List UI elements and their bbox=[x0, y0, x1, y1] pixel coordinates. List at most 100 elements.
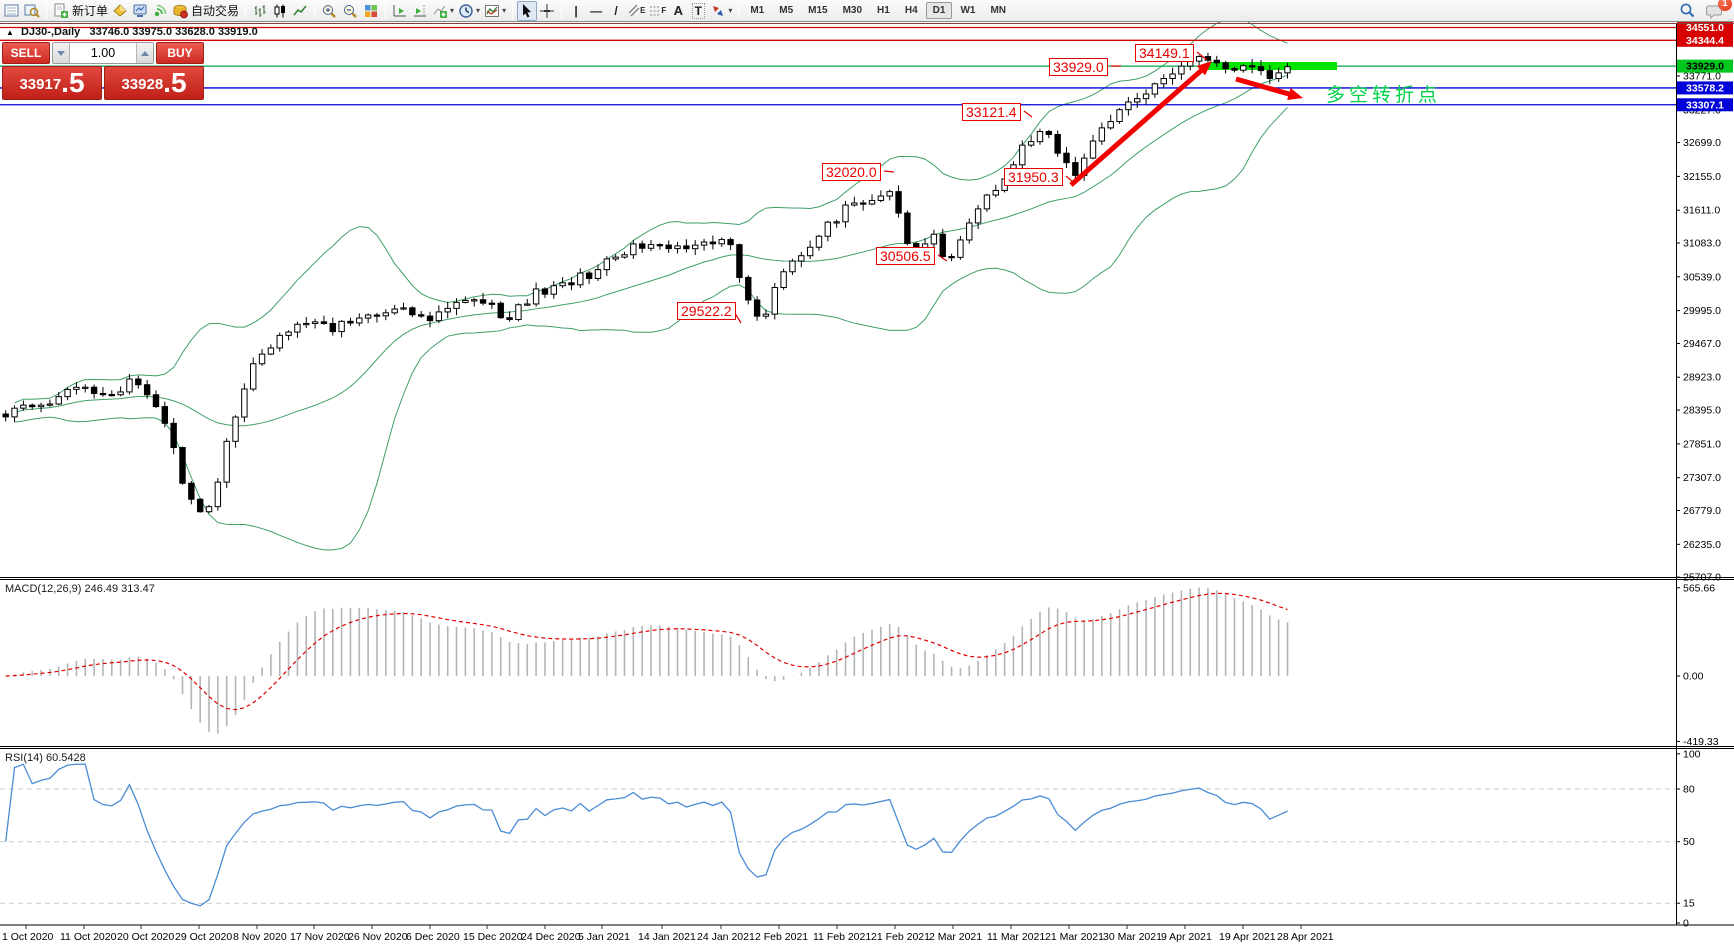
candlestick-chart-icon[interactable] bbox=[270, 1, 290, 21]
one-click-trade-panel: SELL 1.00 BUY 33917 .5 33928 .5 bbox=[2, 42, 204, 100]
svg-text:20 Oct 2020: 20 Oct 2020 bbox=[117, 931, 174, 943]
svg-text:1 Oct 2020: 1 Oct 2020 bbox=[2, 931, 54, 943]
bar-chart-icon[interactable] bbox=[250, 1, 270, 21]
svg-text:27307.0: 27307.0 bbox=[1683, 472, 1721, 484]
volume-stepper[interactable]: 1.00 bbox=[52, 42, 154, 64]
timeframe-M1[interactable]: M1 bbox=[750, 5, 765, 16]
toolbar-separator bbox=[561, 2, 563, 19]
svg-text:30 Mar 2021: 30 Mar 2021 bbox=[1103, 931, 1162, 943]
new-order-button[interactable]: 新订单 bbox=[51, 1, 110, 21]
price-annotation[interactable]: 29522.2 bbox=[677, 302, 736, 320]
buy-price-button[interactable]: 33928 .5 bbox=[104, 66, 204, 100]
toolbar-separator bbox=[46, 2, 47, 19]
price-annotation[interactable]: 30506.5 bbox=[876, 247, 935, 265]
timeframe-W1[interactable]: W1 bbox=[960, 5, 976, 16]
buy-button[interactable]: BUY bbox=[156, 42, 204, 64]
svg-text:15: 15 bbox=[1683, 898, 1695, 910]
price-annotation[interactable]: 31950.3 bbox=[1004, 168, 1063, 186]
auto-scroll-icon[interactable] bbox=[390, 1, 410, 21]
cursor-tool[interactable] bbox=[517, 0, 538, 21]
svg-text:14 Jan 2021: 14 Jan 2021 bbox=[638, 931, 696, 943]
chart-symbol-period: DJ30-,Daily bbox=[20, 26, 81, 38]
timeframe-H1[interactable]: H1 bbox=[877, 5, 890, 16]
timeframe-H4[interactable]: H4 bbox=[904, 5, 918, 16]
timeframe-M5[interactable]: M5 bbox=[779, 5, 794, 16]
price-annotation[interactable]: 32020.0 bbox=[822, 163, 881, 181]
notifications-icon[interactable]: 1 bbox=[1704, 0, 1732, 21]
notification-count-badge: 1 bbox=[1718, 0, 1732, 11]
buy-price: 33928 bbox=[121, 76, 164, 93]
svg-text:31083.0: 31083.0 bbox=[1683, 238, 1721, 250]
indicators-icon[interactable]: ▾ bbox=[430, 1, 456, 21]
fibonacci-tool[interactable]: F bbox=[650, 6, 667, 16]
autotrade-label: 自动交易 bbox=[191, 4, 240, 18]
svg-text:34344.4: 34344.4 bbox=[1686, 35, 1724, 47]
volume-up-button[interactable] bbox=[136, 43, 153, 63]
toolbar-separator bbox=[245, 2, 247, 19]
channel-tool[interactable]: E bbox=[626, 1, 647, 21]
toolbar-separator bbox=[314, 2, 316, 19]
tile-windows-icon[interactable] bbox=[361, 1, 381, 21]
chevron-down-icon: ▾ bbox=[450, 6, 455, 15]
price-annotation[interactable]: 33929.0 bbox=[1049, 58, 1108, 76]
svg-text:0: 0 bbox=[1683, 918, 1689, 930]
trendline-tool[interactable]: / bbox=[614, 3, 618, 18]
price-annotation[interactable]: 34149.1 bbox=[1135, 44, 1194, 62]
toolbar-right: 1 bbox=[1677, 0, 1732, 21]
svg-text:33578.2: 33578.2 bbox=[1686, 82, 1724, 94]
price-annotation[interactable]: 33121.4 bbox=[962, 103, 1021, 121]
chart-ohlc-values: 33746.0 33975.0 33628.0 33919.0 bbox=[89, 26, 258, 38]
svg-text:29995.0: 29995.0 bbox=[1683, 305, 1721, 317]
svg-text:33307.1: 33307.1 bbox=[1686, 99, 1724, 111]
timeframe-M15[interactable]: M15 bbox=[808, 5, 828, 16]
svg-text:80: 80 bbox=[1683, 783, 1695, 795]
timeframe-MN[interactable]: MN bbox=[990, 5, 1006, 16]
chevron-down-icon: ▾ bbox=[728, 6, 733, 15]
autotrade-button[interactable]: 自动交易 bbox=[170, 1, 241, 21]
terminal-icon[interactable] bbox=[130, 1, 150, 21]
timeframe-D1[interactable]: D1 bbox=[925, 2, 953, 19]
periods-icon[interactable]: ▾ bbox=[456, 1, 482, 21]
metaeditor-icon[interactable] bbox=[110, 1, 130, 21]
chart-shift-icon[interactable] bbox=[410, 1, 430, 21]
svg-text:50: 50 bbox=[1683, 836, 1695, 848]
svg-text:32699.0: 32699.0 bbox=[1683, 137, 1721, 149]
svg-text:19 Apr 2021: 19 Apr 2021 bbox=[1219, 931, 1276, 943]
volume-value[interactable]: 1.00 bbox=[90, 46, 116, 60]
arrows-tool[interactable]: ▾ bbox=[708, 1, 734, 21]
templates-icon[interactable]: ▾ bbox=[482, 1, 508, 21]
timeframe-M30[interactable]: M30 bbox=[842, 5, 863, 16]
svg-text:25707.0: 25707.0 bbox=[1683, 572, 1721, 584]
svg-text:28 Apr 2021: 28 Apr 2021 bbox=[1277, 931, 1334, 943]
volume-down-button[interactable] bbox=[53, 43, 70, 63]
triangle-down-icon bbox=[57, 50, 65, 56]
new-order-label: 新订单 bbox=[72, 4, 109, 18]
text-label-tool[interactable]: T bbox=[688, 1, 708, 21]
svg-text:9 Apr 2021: 9 Apr 2021 bbox=[1161, 931, 1212, 943]
svg-text:17 Nov 2020: 17 Nov 2020 bbox=[290, 931, 350, 943]
svg-text:21 Mar 2021: 21 Mar 2021 bbox=[1045, 931, 1104, 943]
sell-button[interactable]: SELL bbox=[2, 42, 50, 64]
sell-price-button[interactable]: 33917 .5 bbox=[2, 66, 102, 100]
note-text[interactable]: 多空转折点 bbox=[1326, 85, 1442, 106]
horizontal-line-tool[interactable]: — bbox=[590, 3, 603, 18]
vertical-line-tool[interactable]: | bbox=[574, 3, 578, 18]
svg-text:8 Nov 2020: 8 Nov 2020 bbox=[233, 931, 287, 943]
macd-label: MACD(12,26,9) 246.49 313.47 bbox=[5, 583, 155, 595]
svg-text:21 Feb 2021: 21 Feb 2021 bbox=[871, 931, 930, 943]
signals-icon[interactable] bbox=[150, 1, 170, 21]
zoom-out-icon[interactable] bbox=[340, 1, 361, 21]
search-icon[interactable] bbox=[1677, 1, 1698, 21]
toolbar-separator bbox=[738, 2, 740, 19]
collapse-icon: ▲ bbox=[6, 28, 14, 37]
svg-text:11 Oct 2020: 11 Oct 2020 bbox=[60, 931, 117, 943]
text-tool[interactable]: A bbox=[673, 3, 683, 18]
line-chart-icon[interactable] bbox=[290, 1, 310, 21]
market-watch-icon[interactable] bbox=[2, 1, 22, 21]
buy-price-fraction: .5 bbox=[163, 67, 187, 98]
zoom-in-icon[interactable] bbox=[319, 1, 340, 21]
crosshair-tool[interactable] bbox=[537, 1, 557, 21]
svg-text:26 Nov 2020: 26 Nov 2020 bbox=[348, 931, 408, 943]
navigator-icon[interactable] bbox=[22, 1, 42, 21]
